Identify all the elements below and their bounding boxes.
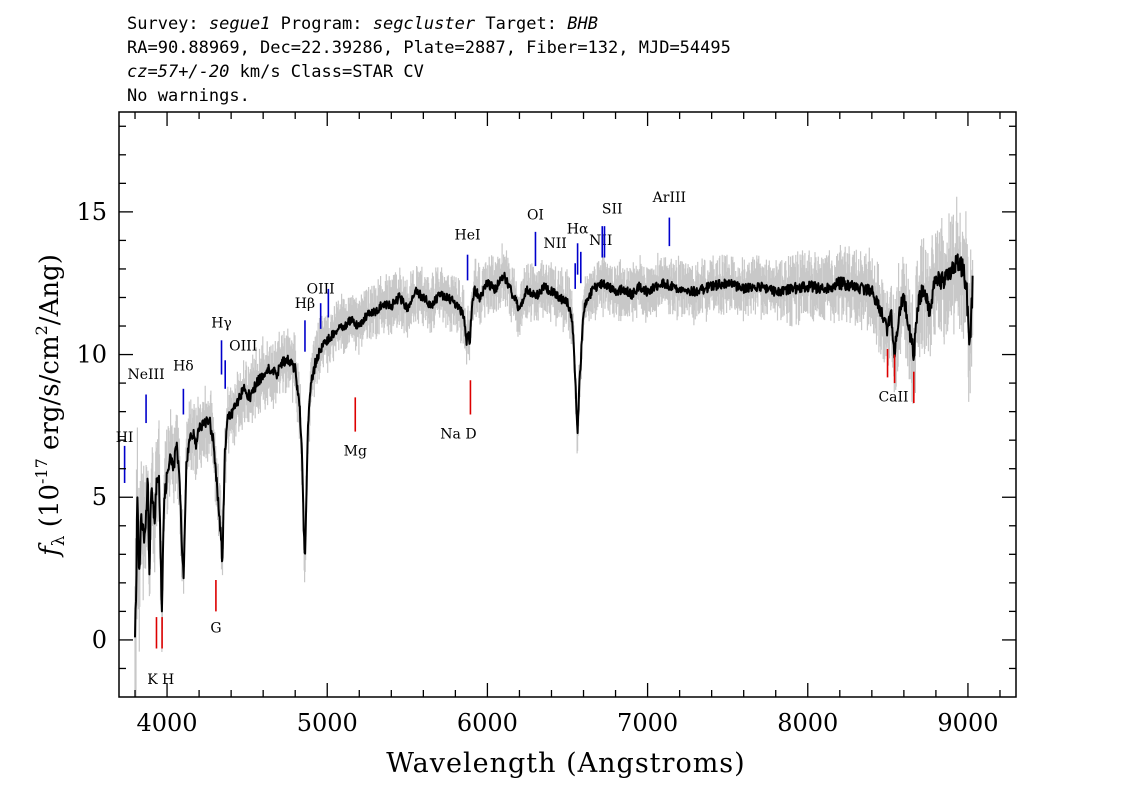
spectrum-layer [134,253,974,638]
y-tick-label: 0 [92,626,107,654]
y-axis-label-text: fλ (10-17 erg/s/cm2/Ang) [32,254,69,558]
emission-line-label: SII [602,202,623,218]
emission-line-label: NII [589,233,612,249]
absorption-line-label: Mg [344,444,367,460]
x-tick-label: 8000 [777,709,838,737]
cz-value: 57+/-20 [157,62,230,82]
emission-line-label: Hβ [295,296,315,312]
header-line-4: No warnings. [127,86,250,106]
program-label: Program: [280,14,363,34]
error-band [134,196,974,697]
emission-line-label: NII [544,236,567,252]
x-tick-label: 6000 [457,709,518,737]
survey-value: segue1 [208,14,271,34]
emission-line-label: NeIII [127,367,164,383]
emission-line-label: Hδ [173,359,194,375]
emission-line-label: Hα [567,222,589,238]
cz-label: cz= [127,62,158,82]
y-tick-label: 5 [92,483,107,511]
x-tick-label: 9000 [937,709,998,737]
program-value: segcluster [372,14,476,34]
spectrum-line [134,253,974,638]
target-value: BHB [567,14,598,34]
x-tick-label: 5000 [297,709,358,737]
header-line-1: Survey: segue1 Program: segcluster Targe… [127,14,598,34]
absorption-line-label: CaII [878,389,908,405]
emission-line-label: OI [527,207,544,223]
target-label: Target: [485,14,557,34]
absorption-line-label: Na D [440,426,476,442]
absorption-line-label: H [162,672,174,688]
line-markers-layer: HINeIIIHδHγOIIIHβOIIIHeIOINIIHαNIISIIArI… [116,190,915,688]
absorption-line-label: G [210,621,221,637]
emission-line-label: HI [116,430,134,446]
header-line-3: cz=57+/-20 km/s Class=STAR CV [127,62,424,82]
error-band-layer [134,196,974,697]
header-line-2: RA=90.88969, Dec=22.39286, Plate=2887, F… [127,38,731,58]
y-tick-label: 10 [76,341,107,369]
plot-frame [118,111,1017,698]
x-tick-label: 7000 [617,709,678,737]
axes-layer: 4000 5000 6000 7000 8000 9000 0 5 10 15 [76,111,1017,737]
x-axis-label: Wavelength (Angstroms) [386,748,745,779]
x-tick-label: 4000 [137,709,198,737]
absorption-line-label: K [147,672,158,688]
survey-label: Survey: [127,14,199,34]
y-axis-label: fλ (10-17 erg/s/cm2/Ang) [32,254,69,558]
emission-line-label: Hγ [211,316,232,332]
emission-line-label: ArIII [652,190,686,206]
y-tick-label: 15 [76,198,107,226]
cz-rest: km/s Class=STAR CV [229,62,424,82]
emission-line-label: HeI [455,227,481,243]
emission-line-label: OIII [307,281,335,297]
emission-line-label: OIII [229,339,257,355]
